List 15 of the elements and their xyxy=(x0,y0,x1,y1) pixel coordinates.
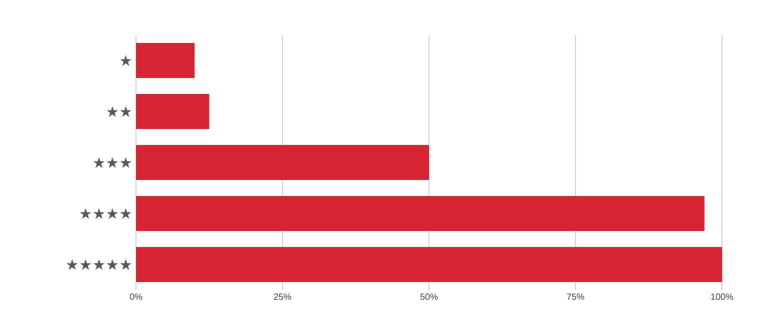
y-tick-label: ★★ xyxy=(106,106,132,117)
y-tick-label: ★★★★★ xyxy=(66,259,132,270)
bar xyxy=(136,145,430,180)
y-tick-label: ★★★ xyxy=(93,157,132,168)
x-tick-label: 100% xyxy=(711,294,734,300)
bar xyxy=(136,94,210,130)
x-tick-label: 0% xyxy=(130,294,142,300)
bar xyxy=(136,247,722,282)
bar xyxy=(136,43,195,78)
y-tick-label: ★★★★ xyxy=(80,208,132,219)
x-tick-label: 25% xyxy=(274,294,292,300)
y-tick-label: ★ xyxy=(120,55,132,66)
x-tick-label: 75% xyxy=(566,294,584,300)
x-tick-label: 50% xyxy=(420,294,438,300)
bar xyxy=(136,196,704,232)
